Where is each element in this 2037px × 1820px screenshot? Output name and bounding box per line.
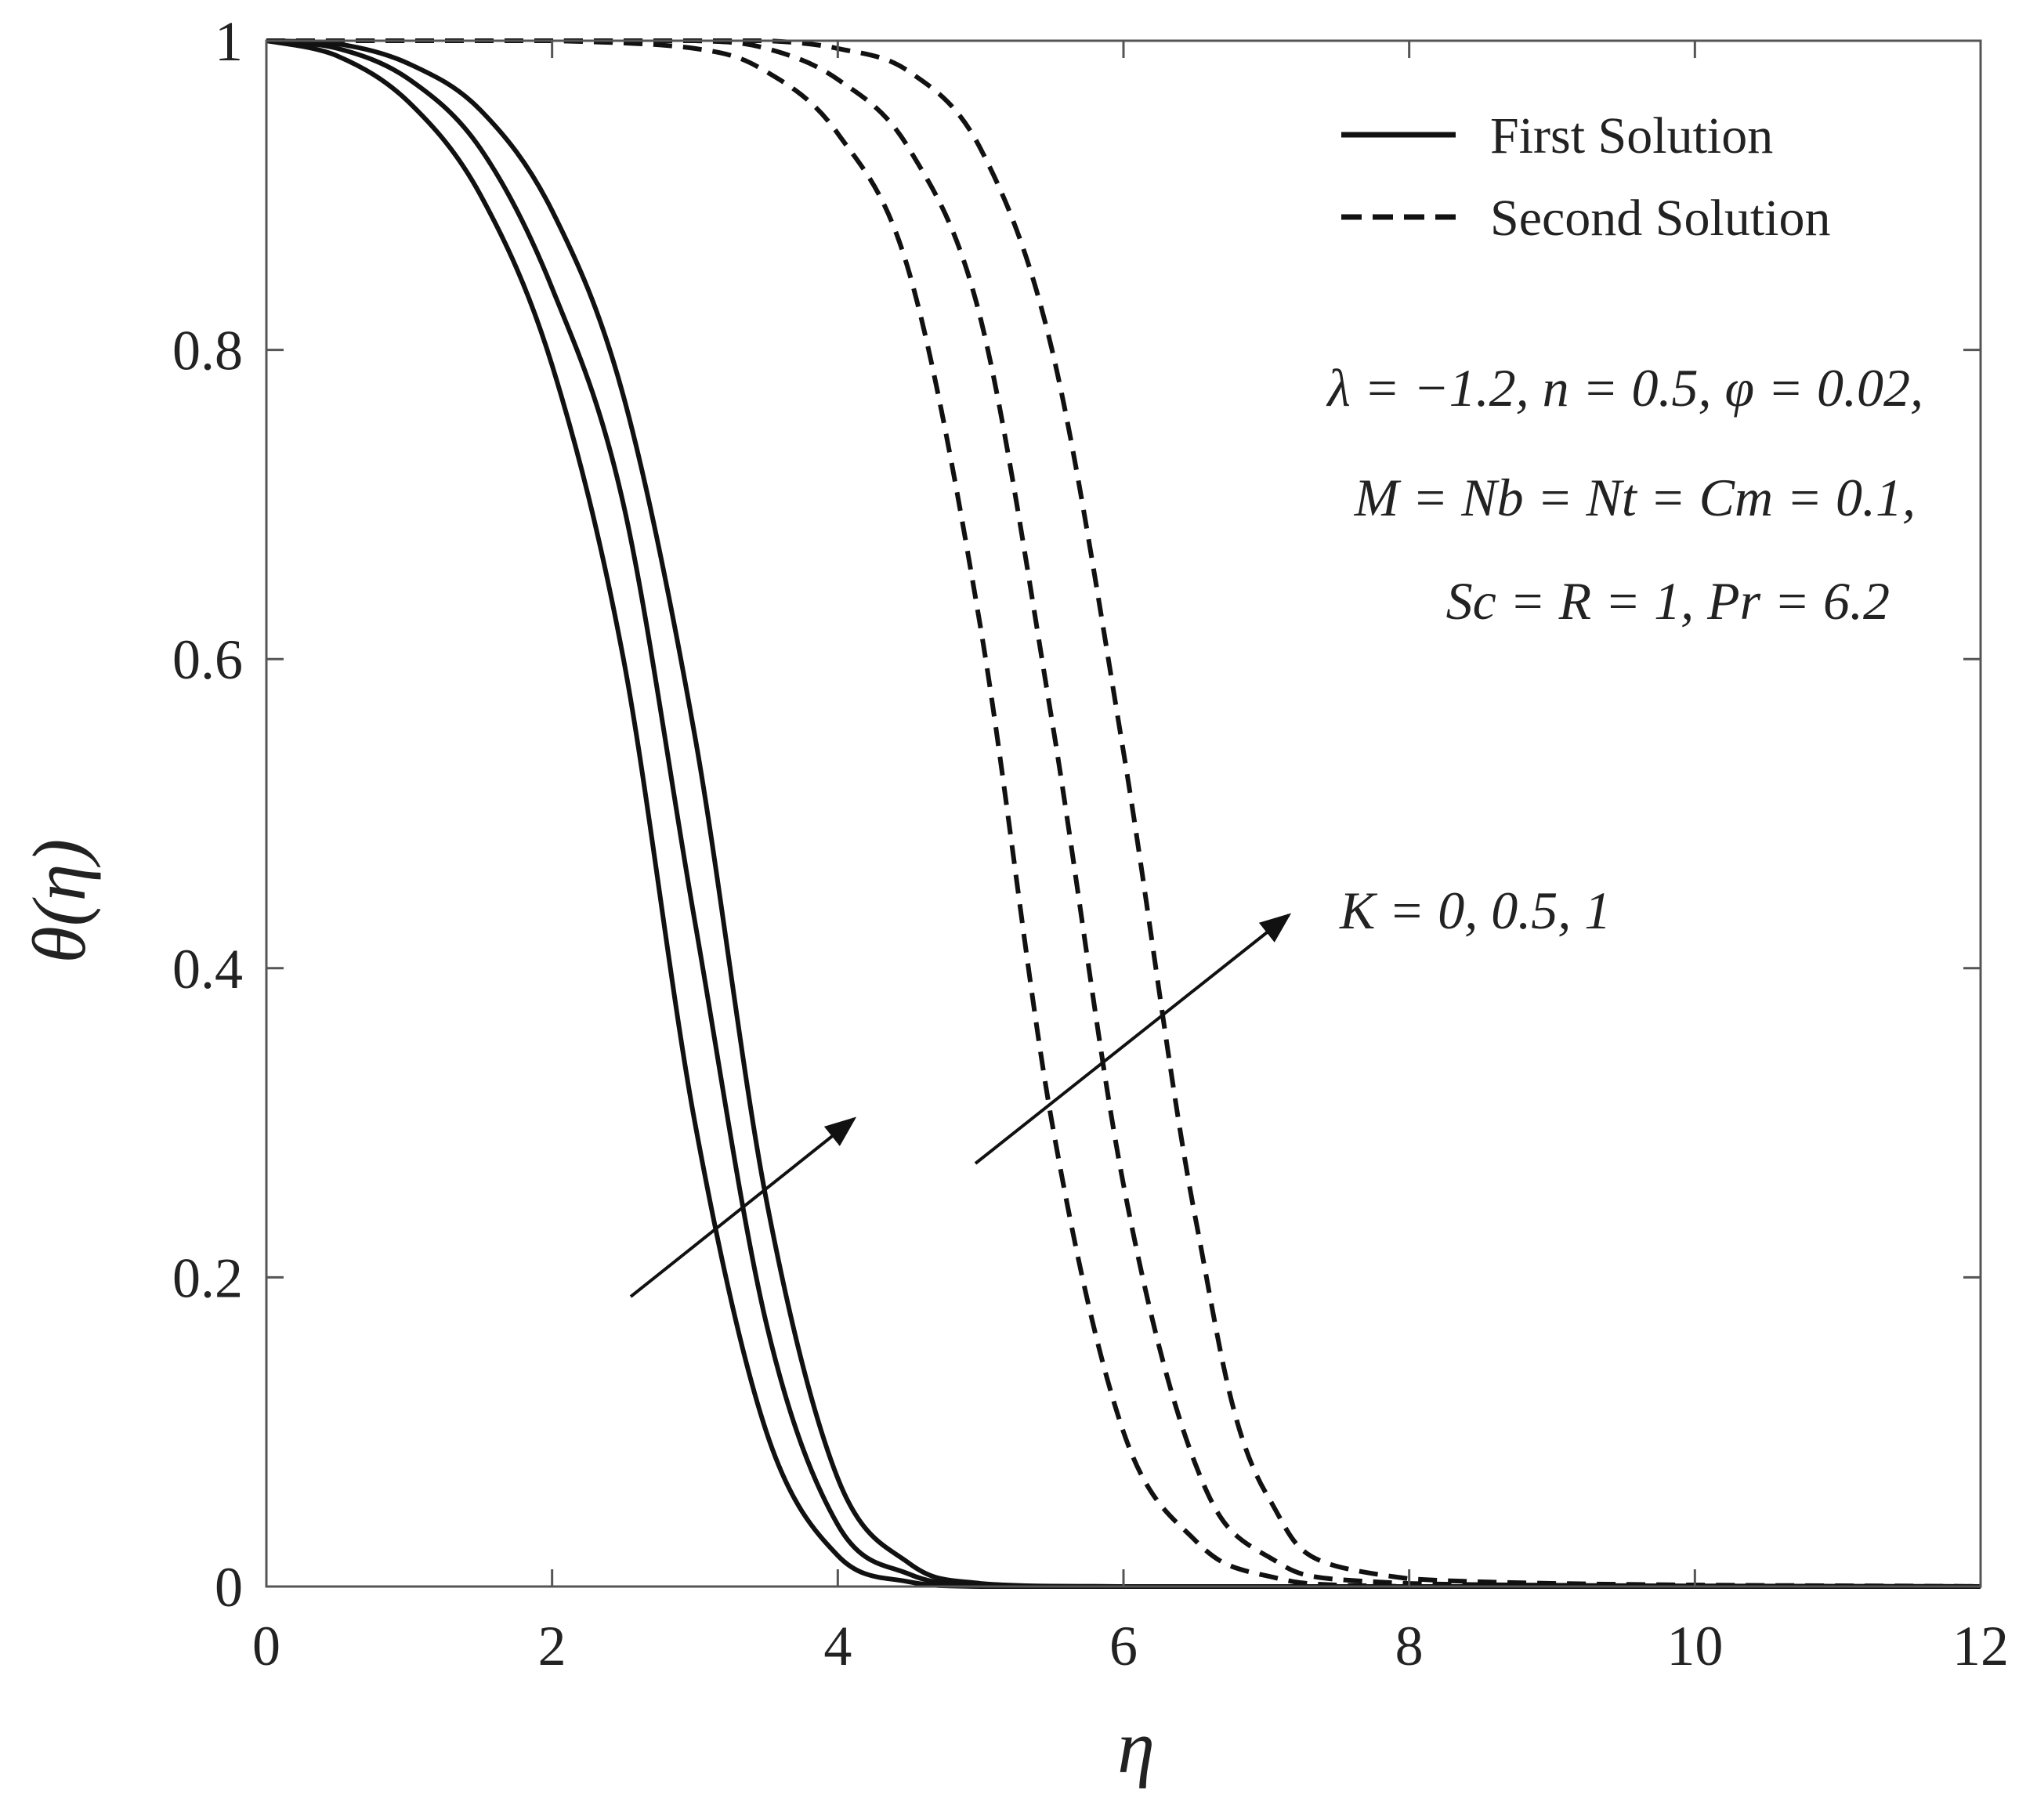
x-tick-label: 12: [1952, 1615, 2009, 1677]
y-tick-label: 0.6: [172, 628, 243, 691]
param-line-2: M = Nb = Nt = Cm = 0.1,: [1354, 468, 1916, 527]
plot-area: [266, 38, 1981, 1590]
x-tick-label: 4: [823, 1615, 852, 1677]
series-line-second-3: [266, 38, 1981, 1589]
k-annotation: K = 0, 0.5, 1: [629, 881, 1611, 1298]
param-line-3: Sc = R = 1, Pr = 6.2: [1446, 571, 1890, 631]
series-line-first-2: [266, 38, 1981, 1590]
param-line-1: λ = −1.2, n = 0.5, φ = 0.02,: [1326, 358, 1923, 418]
legend-label-second-solution: Second Solution: [1490, 190, 1831, 247]
series-line-second-2: [266, 38, 1981, 1589]
legend: First Solution Second Solution: [1341, 107, 1831, 247]
x-axis-label: η: [1117, 1705, 1155, 1789]
x-tick-label: 6: [1109, 1615, 1138, 1677]
series-line-first-1: [266, 38, 1981, 1590]
x-tick-label: 10: [1666, 1615, 1723, 1677]
x-tick-label: 8: [1395, 1615, 1424, 1677]
arrow-first-solutions: [629, 1116, 857, 1298]
y-axis-label: θ(η): [17, 839, 101, 964]
y-tick-label: 0.2: [172, 1247, 243, 1309]
legend-label-first-solution: First Solution: [1490, 107, 1773, 165]
y-tick-label: 0: [215, 1556, 243, 1619]
series-line-first-3: [266, 38, 1981, 1590]
y-tick-label: 0.8: [172, 320, 243, 382]
arrow-second-solutions: [974, 913, 1292, 1165]
series-line-second-1: [266, 38, 1981, 1590]
tick-labels: 0 2 4 6 8 10 12 0 0.2 0.4 0.6 0.8 1: [172, 10, 2009, 1677]
x-tick-label: 2: [538, 1615, 566, 1677]
y-tick-label: 0.4: [172, 938, 243, 1000]
arrow-label: K = 0, 0.5, 1: [1339, 881, 1611, 940]
x-tick-label: 0: [252, 1615, 280, 1677]
plot-frame: [265, 39, 1982, 1588]
parameter-annotation: λ = −1.2, n = 0.5, φ = 0.02, M = Nb = Nt…: [1326, 358, 1923, 631]
axes: [265, 39, 1982, 1588]
y-tick-label: 1: [215, 10, 243, 73]
